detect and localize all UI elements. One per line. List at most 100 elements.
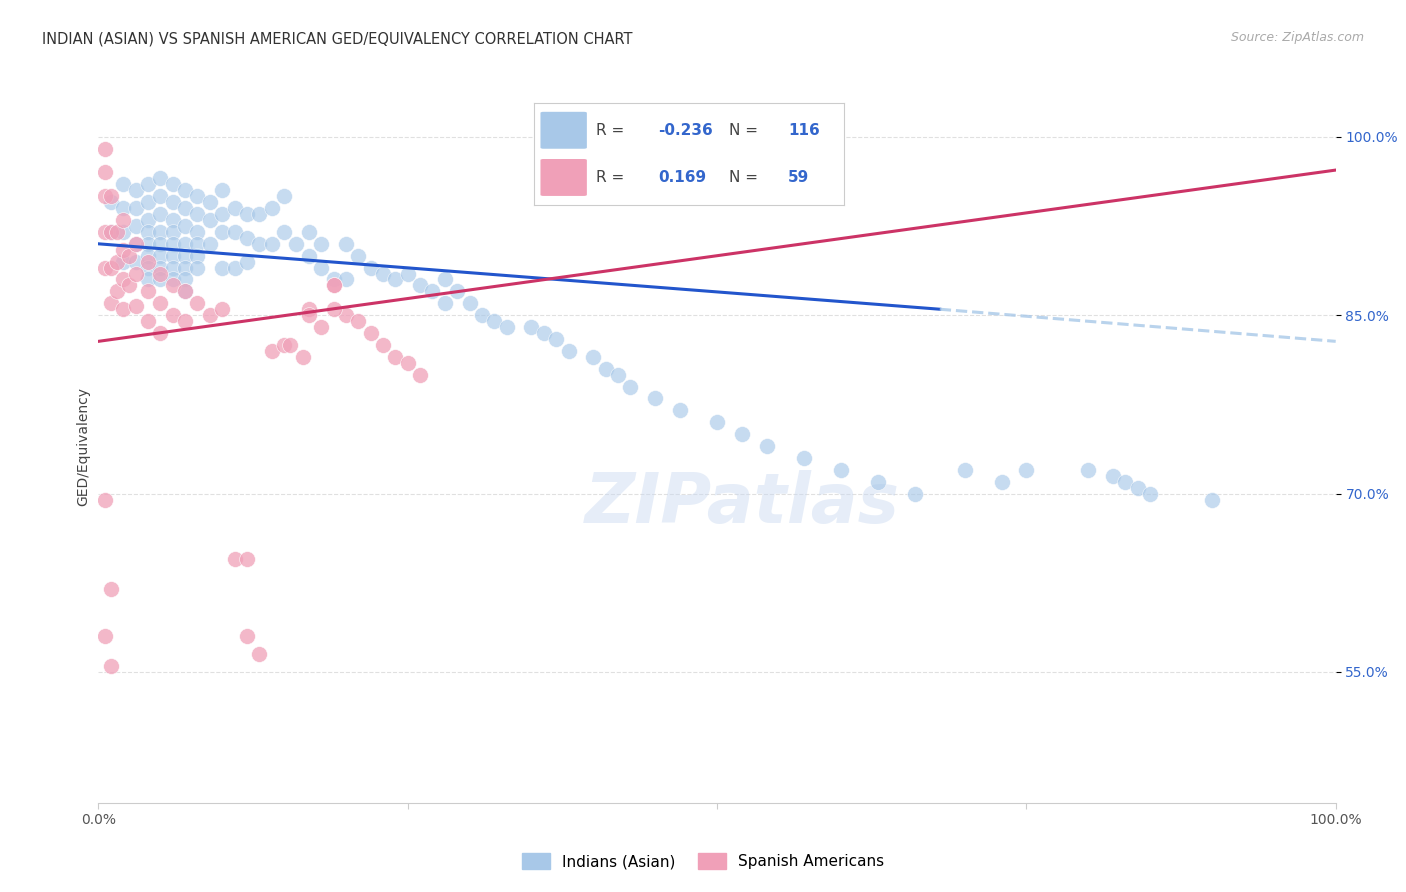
Point — [533, 326, 555, 340]
Text: R =: R = — [596, 123, 624, 137]
Point — [186, 296, 208, 310]
Point — [149, 326, 172, 340]
Point — [105, 285, 128, 299]
Point — [309, 260, 332, 275]
Point — [384, 272, 406, 286]
Point — [93, 165, 115, 179]
Point — [100, 225, 122, 239]
Point — [211, 260, 233, 275]
Point — [149, 272, 172, 286]
Point — [149, 296, 172, 310]
Point — [112, 213, 135, 227]
Point — [124, 254, 146, 268]
Point — [247, 207, 270, 221]
Point — [186, 249, 208, 263]
Point — [1126, 481, 1149, 495]
Point — [162, 195, 184, 210]
Point — [136, 213, 159, 227]
Point — [278, 338, 301, 352]
Point — [236, 629, 259, 643]
Point — [471, 308, 494, 322]
Point — [904, 486, 927, 500]
Point — [273, 338, 295, 352]
Point — [198, 213, 221, 227]
Point — [100, 195, 122, 210]
Point — [198, 308, 221, 322]
Point — [136, 314, 159, 328]
Point — [1077, 463, 1099, 477]
Point — [174, 219, 197, 233]
Point — [118, 278, 141, 293]
Point — [446, 285, 468, 299]
Point — [953, 463, 976, 477]
Point — [1201, 492, 1223, 507]
Point — [162, 308, 184, 322]
Point — [162, 278, 184, 293]
Point — [260, 343, 283, 358]
Point — [174, 201, 197, 215]
Point — [174, 285, 197, 299]
Point — [495, 320, 517, 334]
Point — [105, 254, 128, 268]
Point — [309, 320, 332, 334]
Point — [384, 350, 406, 364]
Point — [322, 272, 344, 286]
FancyBboxPatch shape — [540, 112, 586, 149]
Text: R =: R = — [596, 170, 624, 185]
Point — [644, 392, 666, 406]
Point — [755, 439, 778, 453]
Point — [224, 260, 246, 275]
Point — [162, 249, 184, 263]
Point — [105, 225, 128, 239]
Point — [484, 314, 506, 328]
Point — [236, 207, 259, 221]
Point — [136, 195, 159, 210]
Point — [93, 492, 115, 507]
Point — [112, 254, 135, 268]
Point — [162, 236, 184, 251]
Point — [211, 207, 233, 221]
Point — [149, 225, 172, 239]
Point — [409, 278, 432, 293]
Text: N =: N = — [730, 123, 758, 137]
Point — [174, 272, 197, 286]
Point — [322, 302, 344, 317]
Point — [830, 463, 852, 477]
Point — [866, 475, 889, 489]
Point — [595, 361, 617, 376]
Point — [112, 243, 135, 257]
Point — [136, 225, 159, 239]
Point — [396, 356, 419, 370]
Point — [100, 296, 122, 310]
Text: 0.169: 0.169 — [658, 170, 706, 185]
Point — [124, 183, 146, 197]
Point — [247, 647, 270, 661]
Point — [93, 629, 115, 643]
Point — [162, 178, 184, 192]
Point — [100, 659, 122, 673]
Text: N =: N = — [730, 170, 758, 185]
Point — [224, 201, 246, 215]
Point — [298, 308, 321, 322]
Text: INDIAN (ASIAN) VS SPANISH AMERICAN GED/EQUIVALENCY CORRELATION CHART: INDIAN (ASIAN) VS SPANISH AMERICAN GED/E… — [42, 31, 633, 46]
Point — [149, 260, 172, 275]
Point — [162, 225, 184, 239]
Point — [322, 278, 344, 293]
Point — [136, 178, 159, 192]
Point — [731, 427, 754, 442]
Text: 116: 116 — [787, 123, 820, 137]
Point — [706, 415, 728, 429]
Point — [433, 272, 456, 286]
Point — [236, 231, 259, 245]
Point — [136, 236, 159, 251]
Text: Source: ZipAtlas.com: Source: ZipAtlas.com — [1230, 31, 1364, 45]
Text: ZIPatlas: ZIPatlas — [585, 469, 900, 537]
Point — [186, 236, 208, 251]
Point — [211, 183, 233, 197]
Point — [100, 260, 122, 275]
Point — [186, 189, 208, 203]
Point — [174, 249, 197, 263]
Point — [100, 225, 122, 239]
Point — [582, 350, 605, 364]
Point — [335, 308, 357, 322]
